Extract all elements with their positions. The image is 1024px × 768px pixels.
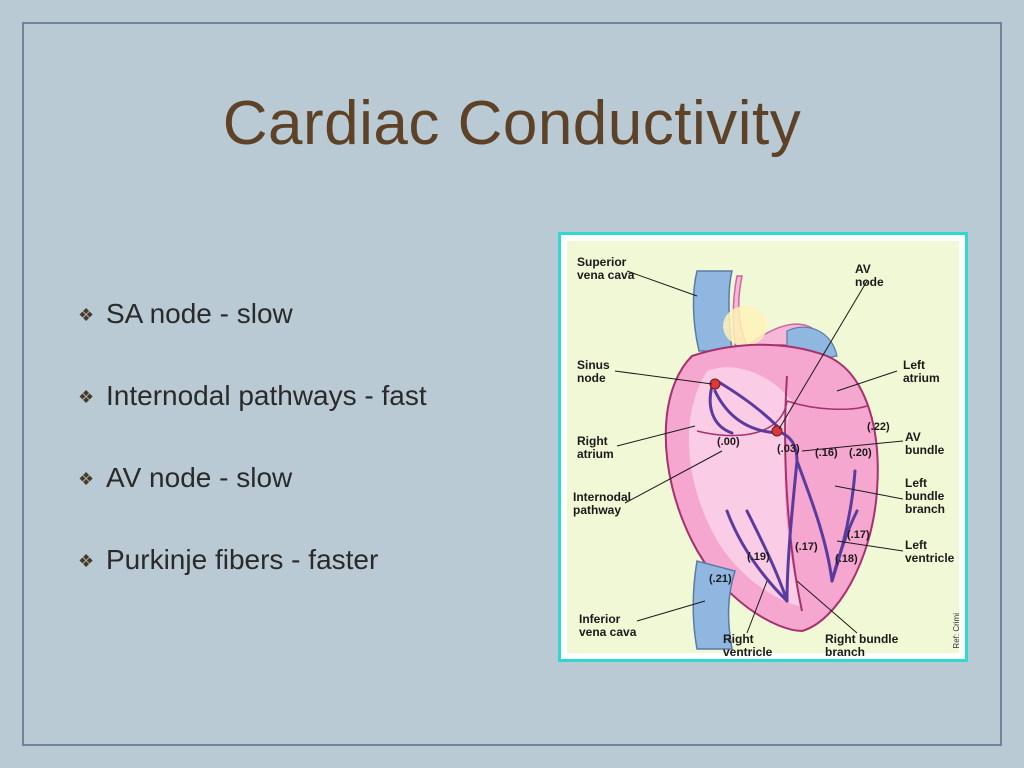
label-ivc: Inferior vena cava — [579, 613, 636, 639]
label-sinus-node: Sinus node — [577, 359, 610, 385]
list-item: ❖Internodal pathways - fast — [78, 380, 538, 414]
bullet-text: AV node - slow — [106, 462, 292, 494]
bullet-marker-icon: ❖ — [78, 462, 106, 496]
bullet-list: ❖SA node - slow ❖Internodal pathways - f… — [78, 298, 538, 626]
heart-diagram: Superior vena cava AV node Sinus node Ri… — [558, 232, 968, 662]
diagram-credit: Ref: Crimi — [952, 613, 961, 649]
timing-value: (.19) — [747, 551, 770, 563]
list-item: ❖Purkinje fibers - faster — [78, 544, 538, 578]
label-lv: Left ventricle — [905, 539, 954, 565]
slide-title: Cardiac Conductivity — [0, 88, 1024, 159]
label-internodal: Internodal pathway — [573, 491, 631, 517]
bullet-text: Internodal pathways - fast — [106, 380, 427, 412]
diagram-canvas: Superior vena cava AV node Sinus node Ri… — [567, 241, 959, 653]
label-la: Left atrium — [903, 359, 940, 385]
timing-value: (.17) — [847, 529, 870, 541]
bullet-text: SA node - slow — [106, 298, 293, 330]
timing-value: (.03) — [777, 443, 800, 455]
label-av-bundle: AV bundle — [905, 431, 944, 457]
label-right-atrium: Right atrium — [577, 435, 614, 461]
timing-value: (.18) — [835, 553, 858, 565]
list-item: ❖SA node - slow — [78, 298, 538, 332]
timing-value: (.21) — [709, 573, 732, 585]
label-av-node: AV node — [855, 263, 884, 289]
leader-lines — [567, 241, 959, 653]
label-rbb: Right bundle branch — [825, 633, 898, 659]
label-svc: Superior vena cava — [577, 256, 634, 282]
bullet-marker-icon: ❖ — [78, 298, 106, 332]
timing-value: (.20) — [849, 447, 872, 459]
list-item: ❖AV node - slow — [78, 462, 538, 496]
timing-value: (.00) — [717, 436, 740, 448]
timing-value: (.22) — [867, 421, 890, 433]
bullet-text: Purkinje fibers - faster — [106, 544, 378, 576]
label-rv: Right ventricle — [723, 633, 772, 659]
label-lbb: Left bundle branch — [905, 477, 945, 517]
timing-value: (.17) — [795, 541, 818, 553]
bullet-marker-icon: ❖ — [78, 380, 106, 414]
bullet-marker-icon: ❖ — [78, 544, 106, 578]
timing-value: (.16) — [815, 447, 838, 459]
